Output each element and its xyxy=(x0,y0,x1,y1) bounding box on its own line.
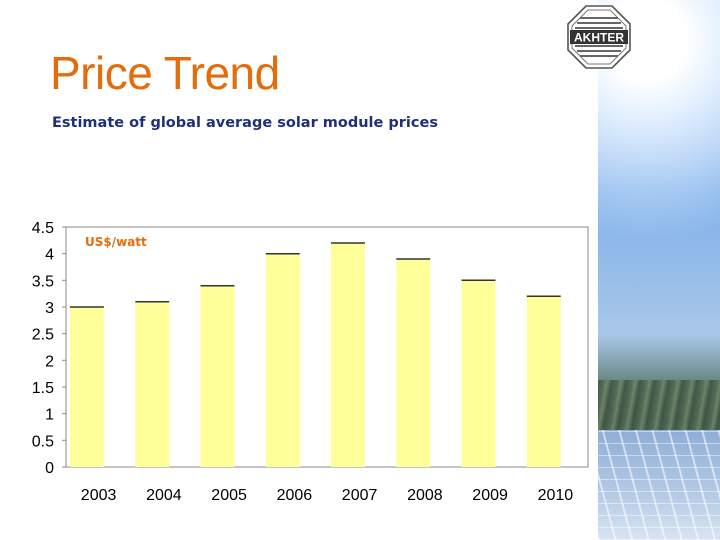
x-tick-label: 2010 xyxy=(538,487,574,504)
x-tick-label: 2003 xyxy=(81,487,117,504)
y-axis-unit-label: US$/watt xyxy=(85,235,147,249)
y-tick-label: 3 xyxy=(45,300,54,317)
y-tick-label: 4 xyxy=(45,247,54,264)
bar-2006 xyxy=(265,253,300,467)
y-tick-label: 0 xyxy=(45,460,54,477)
x-tick-label: 2009 xyxy=(472,487,508,504)
bar-2009 xyxy=(461,280,496,467)
y-tick-label: 3.5 xyxy=(32,273,54,290)
bar-2003 xyxy=(70,307,104,467)
y-tick-label: 1.5 xyxy=(32,380,54,397)
bar-2008 xyxy=(396,259,431,467)
bar-2007 xyxy=(331,243,365,467)
y-tick-label: 0.5 xyxy=(32,433,54,450)
price-bar-chart: 0 0.5 1 1.5 2 2.5 3 3.5 4 4.5 2003 2004 2005 2006 200… xyxy=(32,220,589,504)
y-tick-label: 2 xyxy=(45,353,54,370)
x-tick-label: 2004 xyxy=(146,487,182,504)
bar-2010 xyxy=(526,296,561,467)
x-tick-label: 2005 xyxy=(211,487,247,504)
x-tick-label: 2006 xyxy=(277,487,313,504)
x-tick-label: 2007 xyxy=(342,487,378,504)
solar-panel-photo xyxy=(598,0,720,540)
x-tick-label: 2008 xyxy=(407,487,443,504)
y-tick-label: 4.5 xyxy=(32,220,54,237)
page-title: Price Trend xyxy=(50,47,280,99)
company-logo: AKHTER xyxy=(567,5,631,69)
page-subtitle: Estimate of global average solar module … xyxy=(52,115,438,131)
y-tick-label: 1 xyxy=(45,407,54,424)
bar-2004 xyxy=(135,301,170,467)
logo-text: AKHTER xyxy=(574,31,624,45)
solar-panels xyxy=(598,430,720,540)
bar-2005 xyxy=(200,285,235,467)
y-tick-label: 2.5 xyxy=(32,327,54,344)
